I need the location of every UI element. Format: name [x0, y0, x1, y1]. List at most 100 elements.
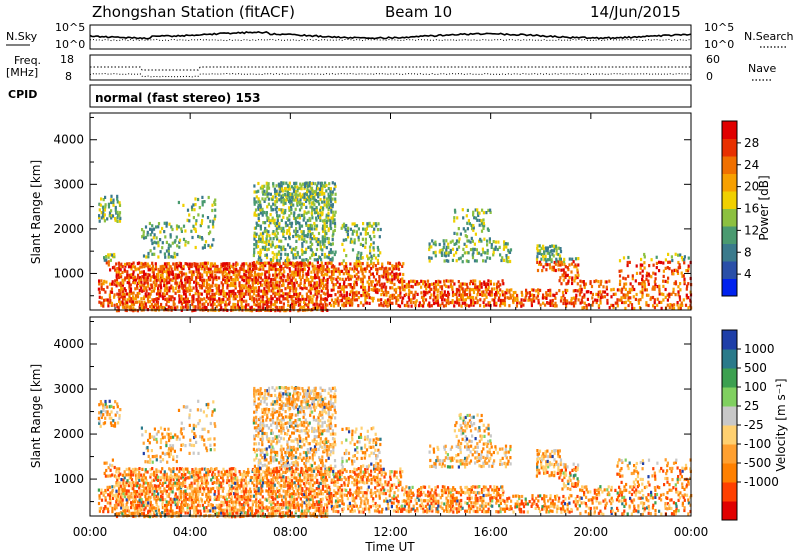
- rti-cell: [677, 290, 680, 294]
- rti-cell: [300, 184, 303, 188]
- rti-cell: [395, 301, 398, 305]
- rti-cell: [399, 272, 402, 276]
- rti-cell: [432, 242, 435, 246]
- rti-cell: [253, 190, 256, 194]
- rti-cell: [271, 208, 275, 212]
- rti-cell: [117, 481, 120, 485]
- rti-cell: [257, 491, 260, 495]
- rti-cell: [355, 230, 358, 234]
- rti-cell: [195, 269, 198, 273]
- rti-cell: [172, 289, 175, 293]
- rti-cell: [118, 297, 121, 301]
- rti-cell: [319, 294, 322, 298]
- rti-cell: [195, 267, 198, 271]
- rti-cell: [201, 306, 204, 310]
- rti-cell: [173, 302, 176, 306]
- rti-cell: [280, 264, 283, 269]
- rti-cell: [222, 270, 225, 274]
- rti-cell: [136, 261, 139, 266]
- rti-cell: [224, 500, 227, 504]
- rti-cell: [211, 222, 215, 226]
- rti-cell: [555, 252, 558, 256]
- rti-cell: [305, 240, 308, 244]
- rti-cell: [463, 251, 466, 255]
- rti-cell: [507, 248, 510, 252]
- rti-cell: [328, 293, 331, 297]
- rti-cell: [619, 279, 622, 283]
- rti-cell: [255, 279, 258, 283]
- rti-cell: [563, 257, 566, 261]
- rti-cell: [165, 276, 168, 280]
- rti-cell: [478, 211, 481, 215]
- rti-cell: [676, 303, 679, 307]
- rti-cell: [321, 187, 324, 191]
- rti-cell: [186, 511, 190, 515]
- rti-cell: [251, 503, 254, 507]
- rti-cell: [278, 259, 281, 263]
- rti-cell: [192, 203, 195, 207]
- rti-cell: [367, 282, 371, 286]
- rti-cell: [145, 486, 148, 490]
- rti-cell: [253, 211, 256, 215]
- rti-cell: [221, 481, 225, 485]
- rti-cell: [238, 291, 241, 296]
- rti-cell: [220, 500, 223, 504]
- rti-cell: [481, 247, 484, 251]
- rti-cell: [395, 287, 398, 291]
- rti-cell: [389, 301, 392, 305]
- rti-cell: [622, 293, 625, 297]
- rti-cell: [639, 298, 642, 302]
- rti-cell: [562, 294, 565, 298]
- rti-cell: [149, 249, 152, 253]
- rti-cell: [167, 262, 170, 266]
- rti-cell: [351, 240, 354, 244]
- rti-cell: [445, 245, 448, 249]
- rti-cell: [291, 198, 294, 202]
- rti-cell: [468, 287, 471, 291]
- rti-cell: [224, 273, 227, 277]
- rti-cell: [455, 242, 458, 246]
- rti-cell: [98, 300, 101, 304]
- rti-cell: [207, 490, 210, 494]
- rti-cell: [151, 467, 154, 471]
- rti-cell: [184, 484, 187, 488]
- rti-cell: [622, 295, 625, 299]
- rti-cell: [240, 511, 243, 515]
- rti-cell: [243, 272, 246, 277]
- rti-cell: [119, 216, 122, 220]
- rti-cell: [268, 284, 271, 288]
- rti-cell: [110, 194, 113, 198]
- rti-cell: [300, 224, 304, 228]
- rti-cell: [132, 495, 135, 499]
- rti-cell: [634, 297, 637, 301]
- rti-cell: [572, 296, 576, 300]
- rti-cell: [285, 181, 288, 185]
- rti-cell: [222, 262, 225, 266]
- rti-cell: [255, 239, 258, 244]
- rti-cell: [319, 216, 322, 220]
- rti-cell: [641, 269, 644, 273]
- rti-cell: [460, 293, 463, 297]
- rti-cell: [548, 258, 551, 262]
- rti-cell: [579, 279, 582, 283]
- rti-cell: [165, 500, 168, 504]
- rti-cell: [209, 245, 212, 249]
- rti-cell: [248, 508, 252, 512]
- rti-cell: [110, 290, 114, 294]
- rti-cell: [543, 296, 547, 300]
- rti-cell: [163, 305, 166, 310]
- rti-cell: [253, 289, 256, 293]
- rti-cell: [163, 294, 166, 298]
- rti-cell: [521, 293, 524, 297]
- rti-cell: [251, 509, 254, 513]
- rti-cell: [111, 510, 114, 514]
- rti-cell: [286, 275, 289, 279]
- rti-cell: [192, 469, 195, 474]
- rti-cell: [253, 487, 256, 491]
- rti-cell: [222, 277, 225, 281]
- rti-cell: [127, 473, 130, 477]
- rti-cell: [326, 265, 329, 269]
- rti-cell: [645, 303, 648, 307]
- rti-cell: [143, 278, 146, 282]
- rti-cell: [247, 492, 250, 496]
